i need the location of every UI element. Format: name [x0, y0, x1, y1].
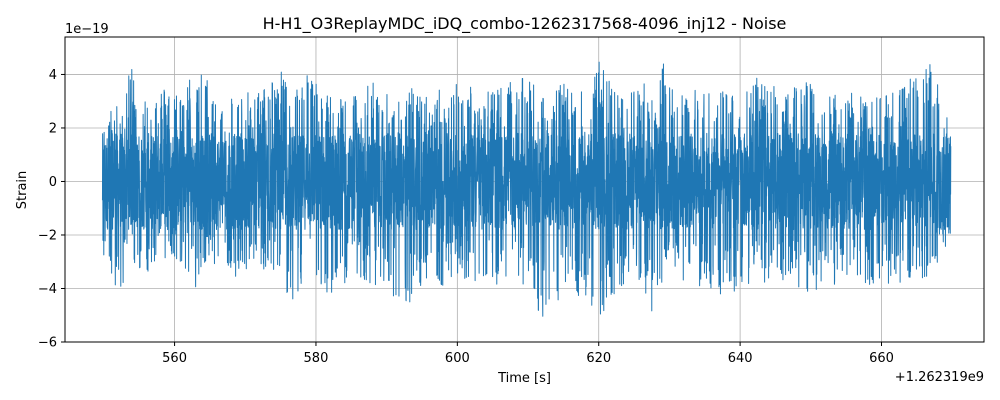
x-axis-offset-text: +1.262319e9 — [895, 370, 984, 385]
noise-series-line — [101, 61, 952, 317]
y-tick-label: −4 — [38, 282, 57, 297]
x-tick-label: 600 — [445, 351, 470, 366]
x-axis-ticks: 560 580 600 620 640 660 — [162, 342, 894, 366]
x-axis-label: Time [s] — [497, 371, 551, 386]
y-axis-ticks: −6 −4 −2 0 2 4 — [38, 68, 65, 351]
x-tick-label: 620 — [586, 351, 611, 366]
y-tick-label: 2 — [49, 121, 57, 136]
y-tick-label: 0 — [49, 175, 57, 190]
x-tick-label: 640 — [728, 351, 753, 366]
series-group — [101, 61, 952, 317]
y-axis-label: Strain — [15, 171, 30, 210]
x-tick-label: 660 — [869, 351, 894, 366]
y-tick-label: 4 — [49, 68, 57, 83]
plot-frame — [64, 36, 985, 343]
y-tick-label: −6 — [38, 336, 57, 351]
y-axis-scale-text: 1e−19 — [65, 22, 109, 37]
x-tick-label: 560 — [162, 351, 187, 366]
chart-title: H-H1_O3ReplayMDC_iDQ_combo-1262317568-40… — [263, 14, 787, 34]
x-tick-label: 580 — [304, 351, 329, 366]
y-tick-label: −2 — [38, 228, 57, 243]
